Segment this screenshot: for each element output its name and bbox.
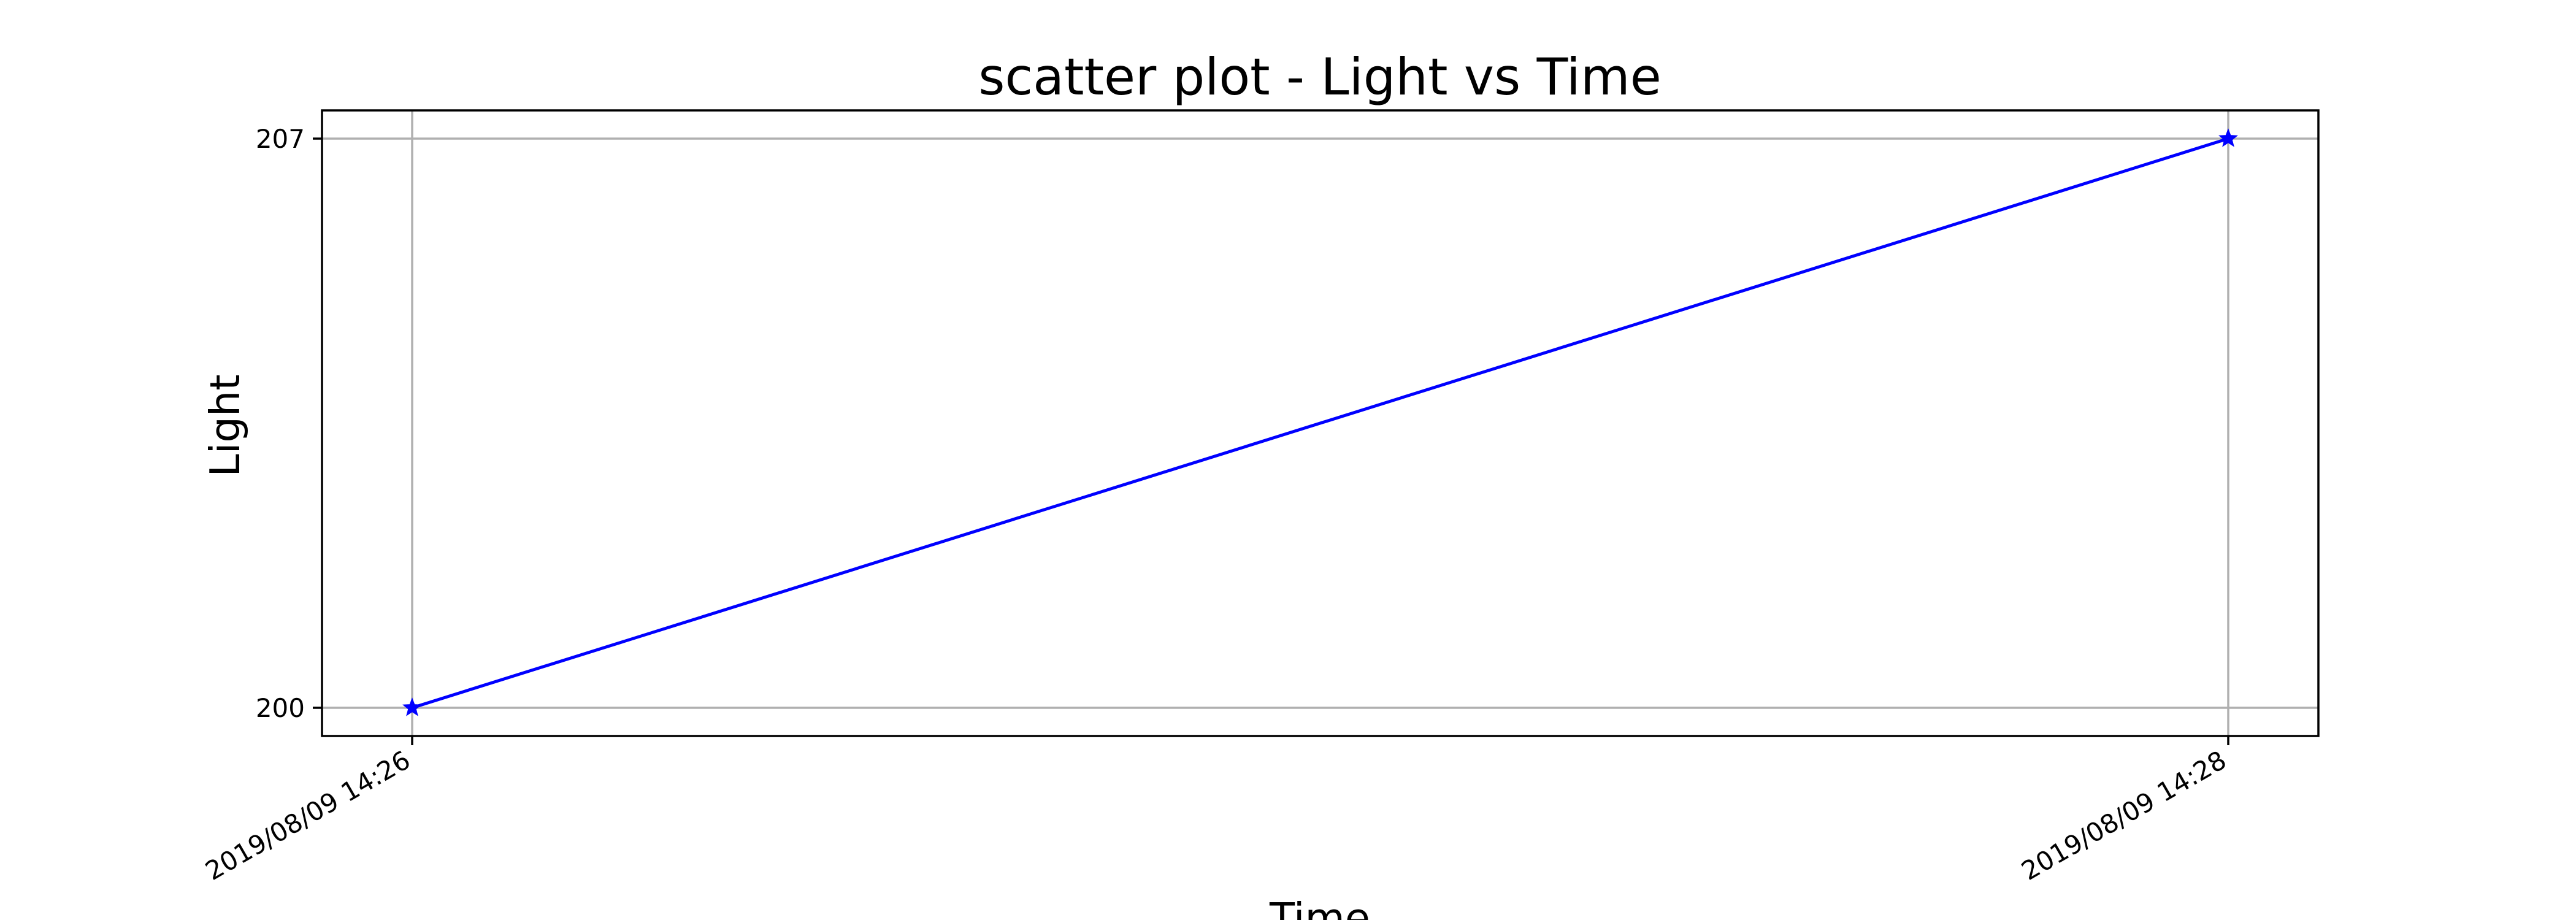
y-axis-label: Light (201, 374, 249, 477)
grid (322, 110, 2318, 736)
x-axis-label: Time (1269, 894, 1370, 920)
series-layer (402, 128, 2238, 716)
y-tick-label: 200 (256, 693, 305, 723)
series-line (410, 137, 2230, 710)
x-tick-label: 2019/08/09 14:28 (2016, 745, 2231, 886)
data-point (2218, 128, 2238, 147)
chart-title: scatter plot - Light vs Time (978, 47, 1662, 107)
plot-area (321, 109, 2320, 737)
y-tick-label: 207 (256, 124, 305, 154)
data-point (402, 697, 422, 716)
x-tick-label: 2019/08/09 14:26 (200, 745, 415, 886)
axes-ticks: 200 207 2019/08/09 14:26 2019/08/09 14:28 (200, 124, 2231, 886)
